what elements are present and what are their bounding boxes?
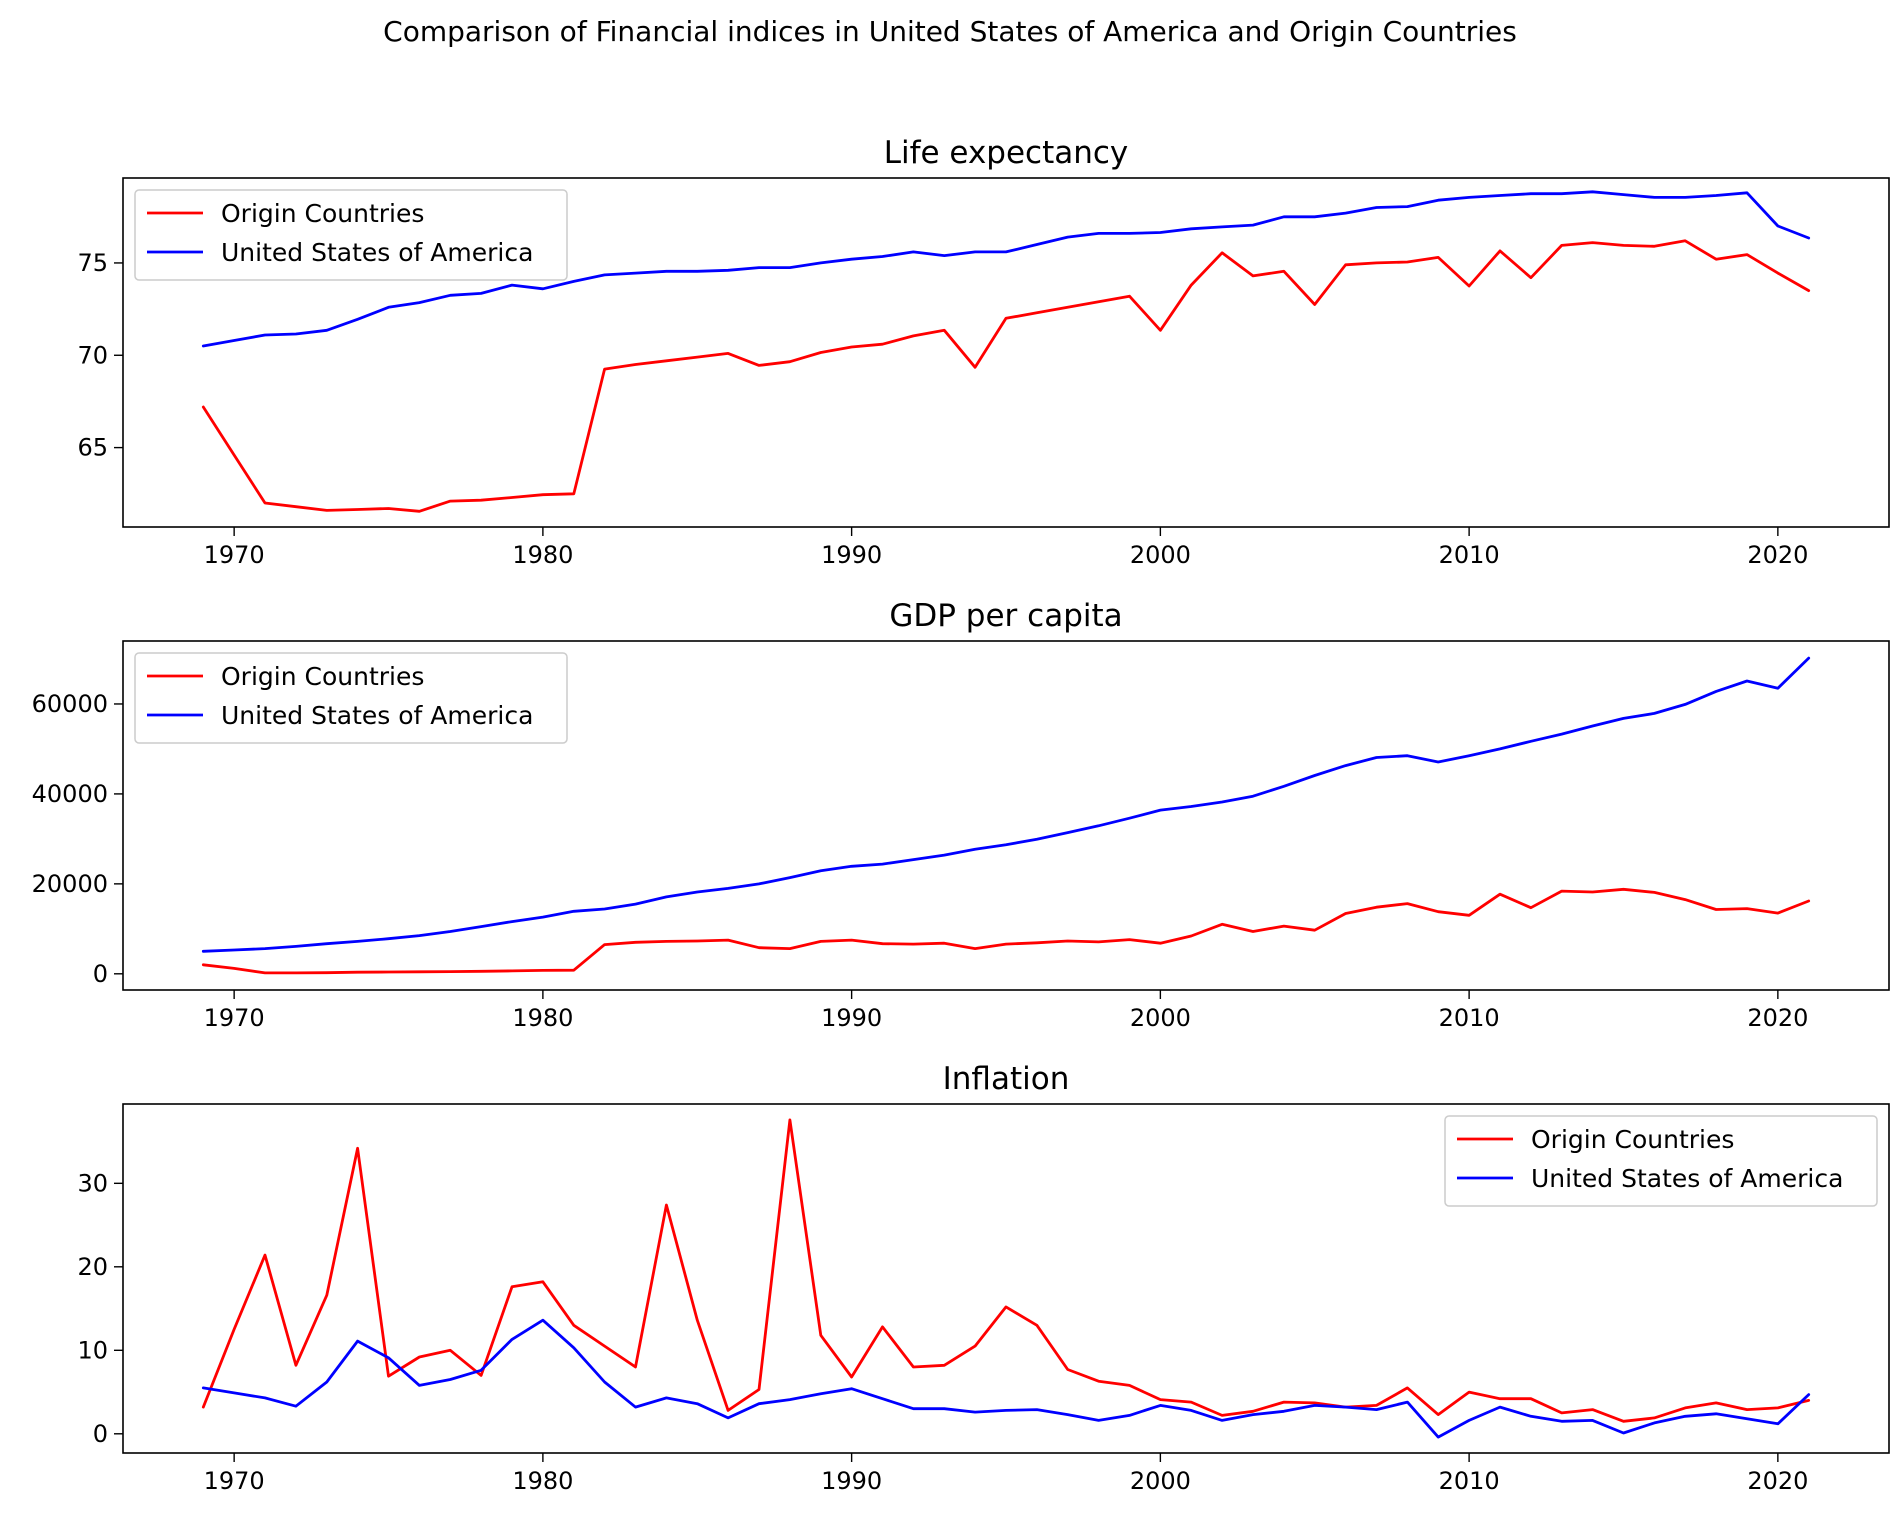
series-line-origin-countries (201, 887, 1811, 975)
legend: Origin Countries United States of America (134, 189, 568, 281)
axes-frame (122, 640, 1890, 991)
x-tick-label: 2010 (1439, 541, 1500, 569)
legend: Origin Countries United States of America (134, 652, 568, 744)
y-tick-label: 0 (93, 960, 108, 988)
y-tick-label: 40000 (32, 780, 108, 808)
legend-label-united-states-of-america: United States of America (1531, 1164, 1843, 1193)
y-tick-label: 0 (93, 1420, 108, 1448)
legend-box (134, 189, 568, 281)
legend-label-origin-countries: Origin Countries (221, 662, 424, 691)
legend-label-united-states-of-america: United States of America (221, 238, 533, 267)
x-tick-label: 2010 (1439, 1004, 1500, 1032)
x-tick-label: 2020 (1747, 541, 1808, 569)
x-tick-label: 1970 (204, 541, 265, 569)
figure-title: Comparison of Financial indices in Unite… (383, 15, 1517, 48)
subplot-inflation: Inflation 1970 1980 1990 2000 2010 2020 0 10 20 30… (77, 1061, 1890, 1495)
x-tick-label: 1980 (512, 541, 573, 569)
subplot-title: GDP per capita (889, 598, 1122, 634)
series-line-origin-countries (201, 1118, 1811, 1423)
series-line-united-states-of-america (201, 190, 1811, 348)
y-tick-label: 20 (77, 1253, 108, 1281)
series-line-united-states-of-america (201, 1318, 1811, 1439)
legend-box (1444, 1115, 1878, 1207)
legend-box (134, 652, 568, 744)
x-tick-label: 2020 (1747, 1467, 1808, 1495)
legend: Origin Countries United States of America (1444, 1115, 1878, 1207)
y-tick-label: 10 (77, 1336, 108, 1364)
x-tick-label: 2000 (1130, 1467, 1191, 1495)
y-tick-label: 60000 (32, 690, 108, 718)
series-line-united-states-of-america (201, 656, 1811, 953)
y-tick-label: 70 (77, 341, 108, 369)
subplot-title: Life expectancy (884, 135, 1129, 171)
y-tick-label: 30 (77, 1169, 108, 1197)
subplot-life-expectancy: Life expectancy 1970 1980 1990 2000 2010 2020 6… (77, 135, 1890, 569)
x-tick-label: 1990 (821, 541, 882, 569)
x-tick-label: 1980 (512, 1004, 573, 1032)
axes-frame (122, 177, 1890, 528)
subplot-title: Inflation (943, 1061, 1070, 1097)
y-tick-label: 20000 (32, 870, 108, 898)
x-tick-label: 2000 (1130, 541, 1191, 569)
x-tick-label: 2020 (1747, 1004, 1808, 1032)
x-tick-label: 1970 (204, 1467, 265, 1495)
x-tick-label: 1980 (512, 1467, 573, 1495)
legend-label-origin-countries: Origin Countries (221, 199, 424, 228)
axes-frame (122, 1103, 1890, 1454)
x-tick-label: 2010 (1439, 1467, 1500, 1495)
subplot-gdp-per-capita: GDP per capita 1970 1980 1990 2000 2010 2020 0 2… (32, 598, 1890, 1032)
series-line-origin-countries (201, 239, 1811, 513)
y-tick-label: 75 (77, 249, 108, 277)
legend-label-origin-countries: Origin Countries (1531, 1125, 1734, 1154)
legend-label-united-states-of-america: United States of America (221, 701, 533, 730)
x-tick-label: 2000 (1130, 1004, 1191, 1032)
y-tick-label: 65 (77, 434, 108, 462)
x-tick-label: 1970 (204, 1004, 265, 1032)
x-tick-label: 1990 (821, 1004, 882, 1032)
x-tick-label: 1990 (821, 1467, 882, 1495)
